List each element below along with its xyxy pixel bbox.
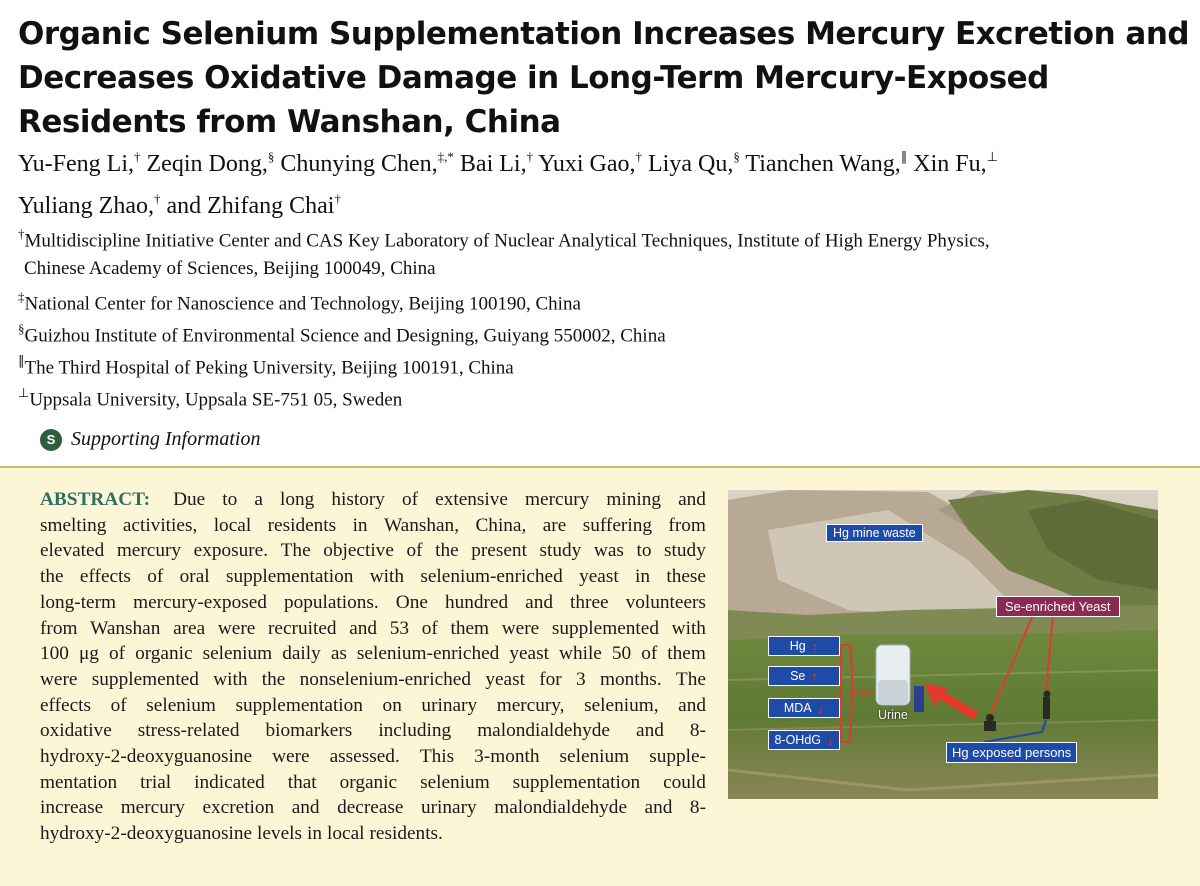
author-affiliation-mark: ∥ bbox=[900, 149, 908, 164]
affiliation: ⊥Uppsala University, Uppsala SE-751 05, … bbox=[18, 385, 1188, 411]
supporting-info-label: Supporting Information bbox=[71, 428, 261, 450]
affiliation-text: Guizhou Institute of Environmental Scien… bbox=[24, 325, 666, 347]
affiliation-text: National Center for Nanoscience and Tech… bbox=[24, 293, 581, 315]
affiliation-text: Multidiscipline Initiative Center and CA… bbox=[24, 230, 990, 252]
abstract-line: hydroxy-2-deoxyguanosine levels in local res… bbox=[40, 823, 443, 845]
author-affiliation-mark: § bbox=[267, 149, 275, 164]
author-affiliation-mark: ‡,* bbox=[437, 149, 454, 164]
abstract-text: ABSTRACT: Due to a long history of extensive mer… bbox=[40, 487, 706, 847]
author-affiliation-mark: § bbox=[733, 149, 740, 164]
author-name: Yu-Feng Li, bbox=[18, 151, 134, 177]
affiliation: §Guizhou Institute of Environmental Scie… bbox=[18, 321, 1188, 347]
author-line-2: Yuliang Zhao,† and Zhifang Chai† bbox=[18, 182, 1188, 224]
arrow-down-icon: ↓ bbox=[817, 700, 825, 716]
toc-graphic: Hg mine waste Se-enriched Yeast Urine Hg… bbox=[728, 490, 1158, 799]
affiliation-text: Chinese Academy of Sciences, Beijing 100… bbox=[24, 258, 436, 279]
author-list: Yu-Feng Li,† Zeqin Dong,§ Chunying Chen,… bbox=[18, 140, 1188, 224]
author-affiliation-mark: † bbox=[334, 191, 341, 206]
abstract-line: ABSTRACT: Due to a long history of extensive mer… bbox=[40, 487, 706, 513]
author-affiliation-mark: ⊥ bbox=[986, 149, 998, 164]
abstract-line: 100 μg of organic selenium daily as selenium-en… bbox=[40, 643, 706, 665]
abstract-line: long-term mercury-exposed populations. One h… bbox=[40, 591, 706, 613]
affiliation: ∥The Third Hospital of Peking University… bbox=[18, 353, 1188, 379]
author-name: Chunying Chen, bbox=[280, 151, 438, 177]
biomarker-name: 8-OHdG bbox=[774, 733, 822, 747]
abstract-line: smelting activities, local residents in Wansh… bbox=[40, 514, 706, 536]
biomarker-label: Se ↑ bbox=[768, 666, 840, 686]
abstract-line: elevated mercury exposure. The objective of th… bbox=[40, 540, 706, 562]
author-name: Liya Qu, bbox=[648, 151, 734, 177]
affiliation-mark: ⊥ bbox=[18, 385, 30, 400]
arrow-down-icon: ↓ bbox=[827, 732, 834, 748]
affiliation-mark: ‡ bbox=[18, 289, 25, 304]
biomarker-label: MDA ↓ bbox=[768, 698, 840, 718]
biomarker-label: Hg ↑ bbox=[768, 636, 840, 656]
author-name: Zeqin Dong, bbox=[146, 151, 268, 177]
author-name: Yuliang Zhao, bbox=[18, 193, 154, 219]
title-line-1: Organic Selenium Supplementation Increas… bbox=[18, 16, 1190, 52]
abstract-line: increase mercury excretion and decrease urina… bbox=[40, 797, 706, 819]
author-affiliation-mark: † bbox=[134, 149, 141, 164]
biomarker-name: Hg bbox=[789, 639, 806, 653]
affiliation: Chinese Academy of Sciences, Beijing 100… bbox=[24, 258, 1194, 280]
author-affiliation-mark: † bbox=[153, 191, 161, 206]
author-affiliation-mark: † bbox=[635, 149, 643, 164]
abstract-line: oxidative stress-related biomarkers includi… bbox=[40, 720, 706, 742]
author-name: Yuxi Gao, bbox=[538, 151, 636, 177]
title-line-2: Decreases Oxidative Damage in Long-Term … bbox=[18, 60, 1049, 96]
abstract-keyword: ABSTRACT: bbox=[40, 489, 150, 510]
author-name: Bai Li, bbox=[459, 151, 527, 177]
abstract-line: from Wanshan area were recruited and 53 of them w… bbox=[40, 617, 706, 639]
abstract-line: the effects of oral supplementation with selen… bbox=[40, 566, 706, 588]
affiliation-mark: ∥ bbox=[18, 353, 25, 368]
hg-exposed-persons-label: Hg exposed persons bbox=[946, 742, 1078, 763]
arrow-up-icon: ↑ bbox=[811, 638, 819, 654]
arrow-up-icon: ↑ bbox=[811, 668, 818, 684]
abstract-line: effects of selenium supplementation on urinar… bbox=[40, 694, 706, 716]
affiliation-mark: § bbox=[18, 321, 25, 336]
author-affiliation-mark: † bbox=[526, 149, 534, 164]
affiliation-text: Uppsala University, Uppsala SE-751 05, S… bbox=[29, 389, 403, 411]
author-name: Xin Fu, bbox=[913, 151, 987, 177]
title-line-3: Residents from Wanshan, China bbox=[18, 104, 561, 140]
biomarker-name: MDA bbox=[783, 701, 812, 715]
author-line-1: Yu-Feng Li,† Zeqin Dong,§ Chunying Chen,… bbox=[18, 140, 1188, 182]
supporting-information-link[interactable]: S Supporting Information bbox=[40, 428, 260, 451]
supporting-info-icon: S bbox=[40, 428, 62, 451]
abstract-line: hydroxy-2-deoxyguanosine were assessed. Thi… bbox=[40, 746, 706, 768]
abstract-line: mentation trial indicated that organic seleni… bbox=[40, 771, 706, 793]
se-yeast-label: Se-enriched Yeast bbox=[996, 596, 1120, 617]
affiliation: †Multidiscipline Initiative Center and C… bbox=[18, 226, 1188, 252]
affiliation-text: The Third Hospital of Peking University,… bbox=[24, 357, 514, 379]
biomarker-label: 8-OHdG ↓ bbox=[768, 730, 840, 750]
affiliation-mark: † bbox=[18, 226, 25, 241]
paper-title: Organic Selenium Supplementation Increas… bbox=[18, 12, 1190, 144]
affiliation: ‡National Center for Nanoscience and Tec… bbox=[18, 289, 1188, 315]
abstract-line: were supplemented with the nonselenium-enric… bbox=[40, 668, 706, 690]
biomarker-name: Se bbox=[790, 669, 806, 683]
author-name: Tianchen Wang, bbox=[745, 151, 901, 177]
hg-mine-waste-label: Hg mine waste bbox=[826, 524, 923, 542]
urine-label: Urine bbox=[878, 708, 908, 722]
author-name: and Zhifang Chai bbox=[166, 193, 335, 219]
